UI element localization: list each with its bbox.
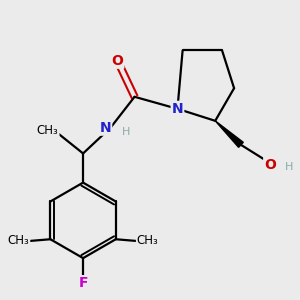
- Text: N: N: [172, 102, 183, 116]
- Text: H: H: [285, 162, 293, 172]
- Text: F: F: [78, 276, 88, 290]
- Text: H: H: [122, 127, 130, 137]
- Polygon shape: [215, 121, 243, 147]
- Text: CH₃: CH₃: [8, 235, 29, 248]
- Text: CH₃: CH₃: [137, 235, 159, 248]
- Text: N: N: [100, 121, 111, 135]
- Text: O: O: [264, 158, 276, 172]
- Text: O: O: [112, 54, 123, 68]
- Text: CH₃: CH₃: [37, 124, 58, 136]
